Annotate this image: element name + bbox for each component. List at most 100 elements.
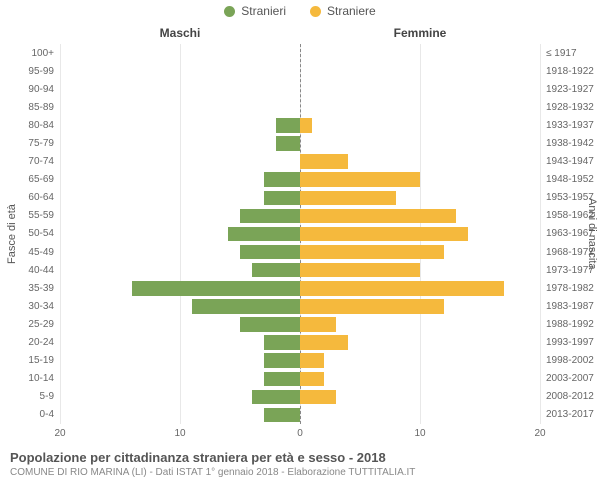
- birth-year-tick: 1993-1997: [540, 337, 594, 348]
- age-row: 40-441973-1977: [60, 261, 540, 279]
- population-pyramid-chart: Stranieri Straniere Maschi Femmine Fasce…: [0, 0, 600, 500]
- age-row: 0-42013-2017: [60, 406, 540, 424]
- bar-male: [264, 408, 300, 422]
- birth-year-tick: 1953-1957: [540, 192, 594, 203]
- x-tick: 20: [54, 428, 65, 439]
- birth-year-tick: 1958-1962: [540, 210, 594, 221]
- age-tick: 30-34: [28, 301, 60, 312]
- legend-item-female: Straniere: [310, 4, 376, 18]
- rows-container: 100+≤ 191795-991918-192290-941923-192785…: [60, 44, 540, 424]
- age-tick: 35-39: [28, 283, 60, 294]
- legend-swatch-female: [310, 6, 321, 17]
- age-tick: 40-44: [28, 265, 60, 276]
- age-row: 70-741943-1947: [60, 153, 540, 171]
- legend-label-female: Straniere: [327, 4, 376, 18]
- age-row: 65-691948-1952: [60, 171, 540, 189]
- birth-year-tick: 2003-2007: [540, 373, 594, 384]
- age-row: 85-891928-1932: [60, 98, 540, 116]
- age-tick: 25-29: [28, 319, 60, 330]
- bar-female: [300, 335, 348, 349]
- bar-male: [252, 390, 300, 404]
- bar-female: [300, 281, 504, 295]
- birth-year-tick: 1998-2002: [540, 355, 594, 366]
- bar-female: [300, 299, 444, 313]
- legend: Stranieri Straniere: [0, 0, 600, 18]
- bar-female: [300, 118, 312, 132]
- age-row: 90-941923-1927: [60, 80, 540, 98]
- bar-male: [240, 209, 300, 223]
- age-tick: 80-84: [28, 120, 60, 131]
- bar-female: [300, 263, 420, 277]
- birth-year-tick: 1923-1927: [540, 84, 594, 95]
- birth-year-tick: 1968-1972: [540, 247, 594, 258]
- age-tick: 90-94: [28, 84, 60, 95]
- age-row: 95-991918-1922: [60, 62, 540, 80]
- age-row: 15-191998-2002: [60, 352, 540, 370]
- birth-year-tick: 1928-1932: [540, 102, 594, 113]
- bar-male: [276, 118, 300, 132]
- section-title-male: Maschi: [130, 26, 230, 40]
- legend-item-male: Stranieri: [224, 4, 286, 18]
- x-tick: 0: [297, 428, 303, 439]
- chart-caption: Popolazione per cittadinanza straniera p…: [10, 450, 590, 478]
- age-tick: 15-19: [28, 355, 60, 366]
- bar-female: [300, 390, 336, 404]
- age-row: 5-92008-2012: [60, 388, 540, 406]
- birth-year-tick: 1933-1937: [540, 120, 594, 131]
- bar-female: [300, 317, 336, 331]
- birth-year-tick: 1943-1947: [540, 156, 594, 167]
- birth-year-tick: 1918-1922: [540, 66, 594, 77]
- birth-year-tick: 2013-2017: [540, 409, 594, 420]
- age-row: 25-291988-1992: [60, 315, 540, 333]
- age-row: 10-142003-2007: [60, 370, 540, 388]
- age-tick: 95-99: [28, 66, 60, 77]
- bar-male: [240, 245, 300, 259]
- x-tick: 10: [174, 428, 185, 439]
- bar-female: [300, 172, 420, 186]
- bar-male: [252, 263, 300, 277]
- age-tick: 0-4: [40, 409, 60, 420]
- birth-year-tick: ≤ 1917: [540, 48, 577, 59]
- bar-male: [276, 136, 300, 150]
- legend-swatch-male: [224, 6, 235, 17]
- age-row: 20-241993-1997: [60, 334, 540, 352]
- age-row: 60-641953-1957: [60, 189, 540, 207]
- age-tick: 70-74: [28, 156, 60, 167]
- age-tick: 85-89: [28, 102, 60, 113]
- age-row: 35-391978-1982: [60, 279, 540, 297]
- age-tick: 65-69: [28, 174, 60, 185]
- bar-female: [300, 154, 348, 168]
- x-axis-ticks: 201001020: [60, 428, 540, 444]
- age-row: 45-491968-1972: [60, 243, 540, 261]
- birth-year-tick: 1988-1992: [540, 319, 594, 330]
- bar-male: [228, 227, 300, 241]
- age-tick: 100+: [31, 48, 60, 59]
- age-row: 50-541963-1967: [60, 225, 540, 243]
- age-tick: 5-9: [40, 391, 60, 402]
- bar-male: [264, 372, 300, 386]
- age-row: 55-591958-1962: [60, 207, 540, 225]
- birth-year-tick: 1938-1942: [540, 138, 594, 149]
- age-tick: 75-79: [28, 138, 60, 149]
- birth-year-tick: 1978-1982: [540, 283, 594, 294]
- bar-male: [264, 353, 300, 367]
- bar-male: [264, 172, 300, 186]
- bar-female: [300, 227, 468, 241]
- bar-female: [300, 372, 324, 386]
- age-tick: 10-14: [28, 373, 60, 384]
- bar-male: [240, 317, 300, 331]
- age-tick: 55-59: [28, 210, 60, 221]
- age-tick: 50-54: [28, 228, 60, 239]
- bar-female: [300, 209, 456, 223]
- bar-male: [264, 335, 300, 349]
- age-row: 80-841933-1937: [60, 116, 540, 134]
- bar-male: [264, 191, 300, 205]
- birth-year-tick: 1948-1952: [540, 174, 594, 185]
- bar-male: [132, 281, 300, 295]
- age-tick: 45-49: [28, 247, 60, 258]
- caption-subtitle: COMUNE DI RIO MARINA (LI) - Dati ISTAT 1…: [10, 467, 590, 478]
- bar-female: [300, 191, 396, 205]
- bar-male: [192, 299, 300, 313]
- plot-area: 100+≤ 191795-991918-192290-941923-192785…: [60, 44, 540, 424]
- age-tick: 20-24: [28, 337, 60, 348]
